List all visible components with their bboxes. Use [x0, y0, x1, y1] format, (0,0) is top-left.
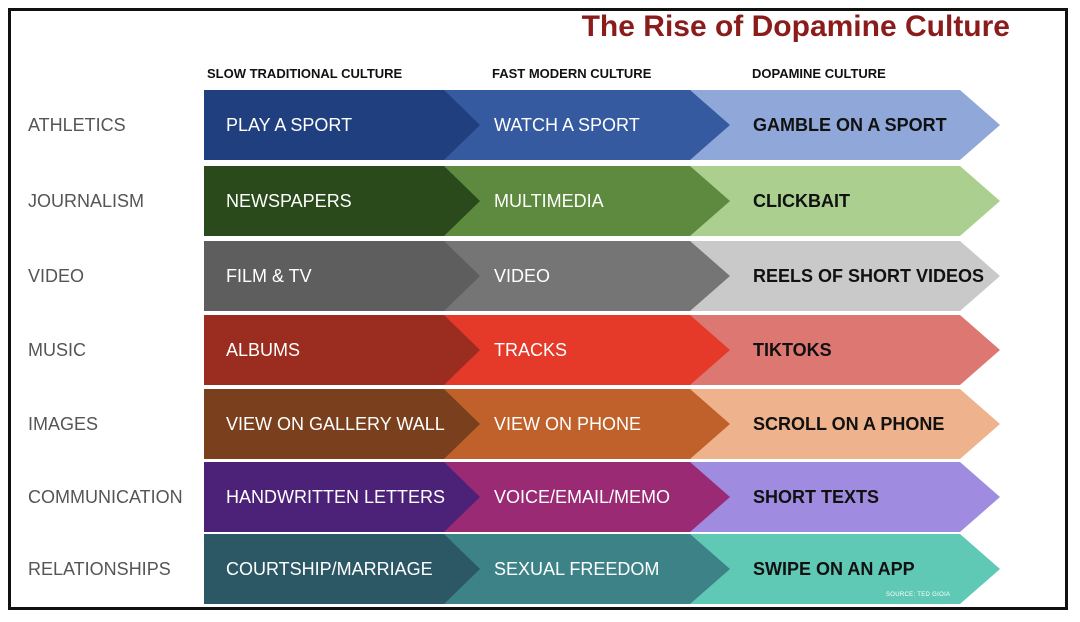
- stage-dopamine-chevron: REELS OF SHORT VIDEOS: [688, 241, 1000, 311]
- stage-label: VIDEO: [494, 265, 551, 286]
- stage-label: CLICKBAIT: [753, 190, 850, 211]
- stage-label: VOICE/EMAIL/MEMO: [494, 486, 671, 507]
- diagram-title: The Rise of Dopamine Culture: [581, 10, 1010, 43]
- stage-label: VIEW ON GALLERY WALL: [226, 413, 445, 434]
- stage-label: GAMBLE ON A SPORT: [753, 114, 947, 135]
- stage-slow-chevron: HANDWRITTEN LETTERS: [204, 462, 480, 532]
- stage-label: WATCH A SPORT: [494, 114, 640, 135]
- row-label: RELATIONSHIPS: [28, 559, 171, 579]
- stage-fast-chevron: VIDEO: [440, 241, 730, 311]
- stage-slow-chevron: VIEW ON GALLERY WALL: [204, 389, 480, 459]
- stage-label: SWIPE ON AN APP: [753, 558, 915, 579]
- stage-label: MULTIMEDIA: [494, 190, 604, 211]
- stage-fast-chevron: VOICE/EMAIL/MEMO: [440, 462, 730, 532]
- stage-slow-chevron: COURTSHIP/MARRIAGE: [204, 534, 480, 604]
- column-header-slow: SLOW TRADITIONAL CULTURE: [207, 66, 403, 81]
- stage-dopamine-chevron: SHORT TEXTS: [688, 462, 1000, 532]
- column-header-fast: FAST MODERN CULTURE: [492, 66, 652, 81]
- stage-fast-chevron: MULTIMEDIA: [440, 166, 730, 236]
- row-label: JOURNALISM: [28, 191, 145, 211]
- stage-fast-chevron: SEXUAL FREEDOM: [440, 534, 730, 604]
- row-label: VIDEO: [28, 266, 85, 286]
- stage-label: FILM & TV: [226, 265, 312, 286]
- stage-label: ALBUMS: [226, 339, 301, 360]
- stage-dopamine-chevron: TIKTOKS: [688, 315, 1000, 385]
- stage-label: HANDWRITTEN LETTERS: [226, 486, 446, 507]
- stage-slow-chevron: NEWSPAPERS: [204, 166, 480, 236]
- stage-label: TIKTOKS: [753, 339, 832, 360]
- source-note: SOURCE: TED GIOIA: [886, 592, 951, 598]
- stage-label: COURTSHIP/MARRIAGE: [226, 558, 433, 579]
- row-label: IMAGES: [28, 414, 99, 434]
- column-header-dopamine: DOPAMINE CULTURE: [752, 66, 886, 81]
- row-label: COMMUNICATION: [28, 487, 183, 507]
- stage-dopamine-chevron: CLICKBAIT: [688, 166, 1000, 236]
- stage-label: TRACKS: [494, 339, 568, 360]
- stage-dopamine-chevron: GAMBLE ON A SPORT: [688, 90, 1000, 160]
- stage-slow-chevron: FILM & TV: [204, 241, 480, 311]
- stage-label: SCROLL ON A PHONE: [753, 413, 945, 434]
- stage-fast-chevron: TRACKS: [440, 315, 730, 385]
- stage-fast-chevron: WATCH A SPORT: [440, 90, 730, 160]
- stage-label: PLAY A SPORT: [226, 114, 353, 135]
- stage-label: SHORT TEXTS: [753, 486, 880, 507]
- row-label: ATHLETICS: [28, 115, 126, 135]
- row-label: MUSIC: [28, 340, 86, 360]
- stage-slow-chevron: ALBUMS: [204, 315, 480, 385]
- stage-slow-chevron: PLAY A SPORT: [204, 90, 480, 160]
- stage-dopamine-chevron: SCROLL ON A PHONE: [688, 389, 1000, 459]
- stage-label: SEXUAL FREEDOM: [494, 558, 660, 579]
- stage-label: VIEW ON PHONE: [494, 413, 642, 434]
- stage-dopamine-chevron: SWIPE ON AN APP: [688, 534, 1000, 604]
- stage-label: REELS OF SHORT VIDEOS: [753, 265, 985, 286]
- stage-label: NEWSPAPERS: [226, 190, 352, 211]
- stage-fast-chevron: VIEW ON PHONE: [440, 389, 730, 459]
